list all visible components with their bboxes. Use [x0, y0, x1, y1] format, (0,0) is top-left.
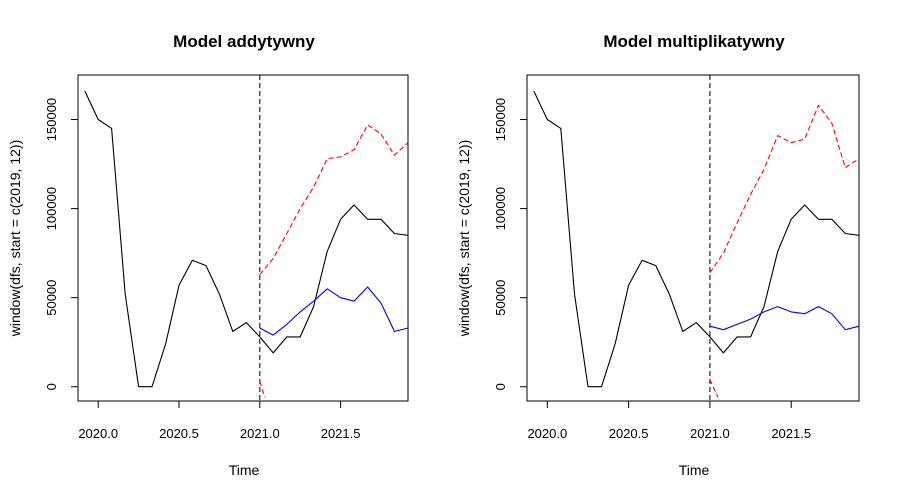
- x-axis: 2020.0 2020.5 2021.0 2021.5: [78, 400, 361, 441]
- plot-box: [526, 74, 860, 402]
- chart-panel-additive: Model addytywny 2020.0 2020.5 2021.0 2021.5…: [7, 32, 409, 478]
- x-tick-label: 2020.5: [609, 426, 649, 441]
- x-tick-label: 2021.5: [771, 426, 811, 441]
- x-tick-label: 2020.0: [78, 426, 118, 441]
- y-axis: 0 50000 100000 150000: [493, 98, 528, 390]
- x-tick-label: 2020.5: [159, 426, 199, 441]
- series-line-upper-bound: [709, 104, 860, 274]
- series-line-forecast: [259, 286, 409, 336]
- y-axis-label: window(dfs, start = c(2019, 12)): [7, 140, 23, 337]
- y-tick-label: 50000: [493, 280, 508, 316]
- x-tick-label: 2020.0: [527, 426, 567, 441]
- x-axis-label: Time: [679, 462, 710, 478]
- plot-box: [77, 74, 409, 402]
- y-tick-label: 150000: [44, 98, 59, 141]
- y-tick-label: 100000: [493, 187, 508, 230]
- series-line-lower-bound: [259, 381, 266, 398]
- series-line-actual: [84, 90, 409, 388]
- x-tick-label: 2021.0: [240, 426, 280, 441]
- x-axis-label: Time: [229, 462, 260, 478]
- series-group: [533, 75, 860, 401]
- chart-title: Model addytywny: [173, 32, 315, 51]
- y-tick-label: 100000: [44, 187, 59, 230]
- y-tick-label: 0: [44, 383, 59, 390]
- x-axis: 2020.0 2020.5 2021.0 2021.5: [527, 400, 811, 441]
- series-line-upper-bound: [259, 124, 409, 275]
- chart-title: Model multiplikatywny: [603, 32, 785, 51]
- series-line-forecast: [709, 306, 860, 331]
- x-tick-label: 2021.0: [690, 426, 730, 441]
- y-axis: 0 50000 100000 150000: [44, 98, 79, 390]
- series-line-actual: [533, 90, 860, 388]
- y-axis-label: window(dfs, start = c(2019, 12)): [456, 140, 472, 337]
- series-line-lower-bound: [709, 379, 719, 398]
- y-tick-label: 150000: [493, 98, 508, 141]
- series-group: [84, 75, 409, 401]
- y-tick-label: 0: [493, 383, 508, 390]
- y-tick-label: 50000: [44, 280, 59, 316]
- x-tick-label: 2021.5: [321, 426, 361, 441]
- chart-panel-multiplicative: Model multiplikatywny 2020.0 2020.5 2021.0…: [456, 32, 860, 478]
